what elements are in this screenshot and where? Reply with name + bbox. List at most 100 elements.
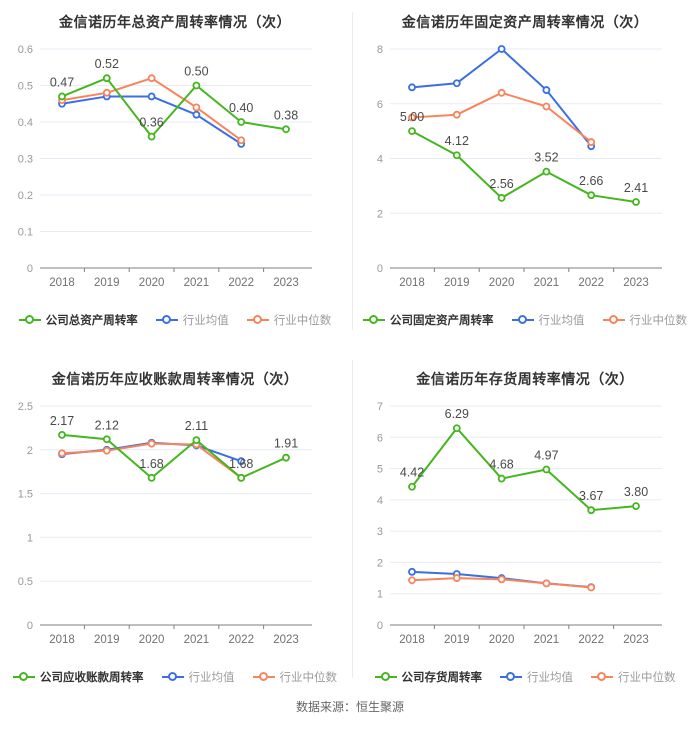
legend-marker-industry-median-icon [602,315,625,325]
legend-label-industry-avg: 行业均值 [527,672,573,684]
legend-label-industry-median: 行业中位数 [618,672,676,684]
svg-text:2.41: 2.41 [624,181,648,195]
panel-fixed-asset-turnover: 金信诺历年固定资产周转率情况（次） 0 2 4 6 8 2018 2019 2020 2021 2… [350,0,700,345]
legend-item-company[interactable]: 公司存货周转率 [374,669,483,685]
legend-marker-industry-median-icon [246,315,269,325]
legend-label-company: 公司总资产周转率 [45,315,138,327]
svg-text:1.68: 1.68 [139,457,163,471]
svg-text:2023: 2023 [623,634,649,646]
legend-item-industry-median[interactable]: 行业中位数 [591,669,676,685]
svg-text:2018: 2018 [399,277,425,289]
line-chart-total-asset-turnover: 0 0.1 0.2 0.3 0.4 0.5 0.6 2018 2019 2020 2021 2022 2… [18,44,312,289]
legend-marker-company-icon [363,315,385,325]
svg-text:2019: 2019 [444,277,470,289]
svg-text:5: 5 [377,464,383,476]
svg-text:4: 4 [377,495,383,507]
svg-text:6: 6 [377,432,383,444]
svg-text:2021: 2021 [534,634,560,646]
svg-text:5.00: 5.00 [400,110,424,124]
line-chart-receivables-turnover: 0 0.5 1 1.5 2 2.5 2018 2019 2020 2021 2022 2023 2.17… [18,401,312,646]
svg-text:0.5: 0.5 [18,576,33,588]
svg-text:0: 0 [27,620,33,632]
legend-item-company[interactable]: 公司总资产周转率 [18,312,138,328]
svg-text:2023: 2023 [273,277,299,289]
legend-item-industry-avg[interactable]: 行业均值 [511,312,585,328]
svg-text:2021: 2021 [534,277,560,289]
svg-text:2021: 2021 [184,634,210,646]
svg-text:0.52: 0.52 [95,57,119,71]
legend-marker-industry-avg-icon [161,672,184,682]
panel-total-asset-turnover: 金信诺历年总资产周转率情况（次） 0 0.1 0.2 0.3 0.4 0.5 0.6 2018… [0,0,350,345]
panel-divider-bottom [352,360,353,678]
svg-text:7: 7 [377,401,383,413]
legend-marker-company-icon [374,672,397,682]
svg-text:3.80: 3.80 [624,485,648,499]
svg-text:0.3: 0.3 [18,154,33,166]
svg-text:2019: 2019 [94,634,120,646]
chart-legend: 公司固定资产周转率 行业均值 行业中位数 [350,312,700,328]
legend-label-industry-avg: 行业均值 [538,315,585,327]
svg-text:2020: 2020 [489,277,515,289]
svg-text:6: 6 [377,99,383,111]
chart-legend: 公司应收账款周转率 行业均值 行业中位数 [0,669,350,685]
legend-label-company: 公司存货周转率 [401,672,483,684]
legend-marker-company-icon [18,315,41,325]
svg-text:3.67: 3.67 [579,489,603,503]
legend-label-company: 公司固定资产周转率 [390,315,494,327]
line-chart-inventory-turnover: 0 1 2 3 4 5 6 7 2018 2019 2020 2021 2022 2023 4.42 6.29… [377,401,662,646]
svg-text:4: 4 [377,154,383,166]
svg-text:0.5: 0.5 [18,81,33,93]
svg-text:2018: 2018 [49,634,75,646]
svg-text:2021: 2021 [184,277,210,289]
svg-text:4.68: 4.68 [489,458,513,472]
chart-title-inventory-turnover: 金信诺历年存货周转率情况（次） [416,371,634,387]
legend-marker-industry-avg-icon [511,315,534,325]
svg-text:2022: 2022 [228,634,254,646]
panel-receivables-turnover: 金信诺历年应收账款周转率情况（次） 0 0.5 1 1.5 2 2.5 2018 2019 20… [0,345,350,690]
svg-text:1: 1 [377,589,383,601]
svg-text:0: 0 [377,263,383,275]
legend-label-industry-avg: 行业均值 [188,672,235,684]
svg-text:2019: 2019 [94,277,120,289]
svg-text:2.17: 2.17 [50,414,74,428]
legend-label-industry-avg: 行业均值 [182,315,229,327]
svg-text:2023: 2023 [623,277,649,289]
line-chart-fixed-asset-turnover: 0 2 4 6 8 2018 2019 2020 2021 2022 2023 5.00 4.12 2.5… [377,44,662,289]
chart-title-fixed-asset-turnover: 金信诺历年固定资产周转率情况（次） [401,14,649,30]
chart-legend: 公司存货周转率 行业均值 行业中位数 [350,669,700,685]
svg-text:3.52: 3.52 [534,151,558,165]
legend-label-company: 公司应收账款周转率 [40,672,144,684]
legend-item-industry-median[interactable]: 行业中位数 [252,669,337,685]
svg-text:0.1: 0.1 [18,227,33,239]
svg-text:1: 1 [27,532,33,544]
data-source-note: 数据来源：恒生聚源 [295,700,404,714]
svg-text:0.6: 0.6 [18,44,33,56]
svg-text:1.68: 1.68 [229,457,253,471]
legend-item-industry-median[interactable]: 行业中位数 [246,312,331,328]
svg-text:0: 0 [27,263,33,275]
svg-text:4.42: 4.42 [400,466,424,480]
svg-text:2019: 2019 [444,634,470,646]
svg-text:2022: 2022 [578,634,604,646]
svg-text:0.38: 0.38 [274,108,298,122]
panel-inventory-turnover: 金信诺历年存货周转率情况（次） 0 1 2 3 4 5 6 7 2018 2019 2020 2021… [350,345,700,690]
legend-marker-industry-median-icon [591,672,613,682]
svg-text:6.29: 6.29 [445,407,469,421]
chart-title-receivables-turnover: 金信诺历年应收账款周转率情况（次） [51,371,299,387]
legend-item-industry-avg[interactable]: 行业均值 [155,312,229,328]
legend-item-company[interactable]: 公司固定资产周转率 [363,312,494,328]
legend-item-industry-avg[interactable]: 行业均值 [500,669,573,685]
svg-text:2: 2 [27,445,33,457]
svg-text:2022: 2022 [578,277,604,289]
svg-text:0.50: 0.50 [184,65,208,79]
svg-text:2.11: 2.11 [185,419,208,433]
svg-text:4.12: 4.12 [445,134,469,148]
svg-text:0.40: 0.40 [229,101,253,115]
legend-item-company[interactable]: 公司应收账款周转率 [13,669,144,685]
legend-item-industry-avg[interactable]: 行业均值 [161,669,235,685]
legend-item-industry-median[interactable]: 行业中位数 [602,312,687,328]
svg-text:2: 2 [377,208,383,220]
svg-text:2022: 2022 [228,277,254,289]
svg-text:2.66: 2.66 [579,174,603,188]
